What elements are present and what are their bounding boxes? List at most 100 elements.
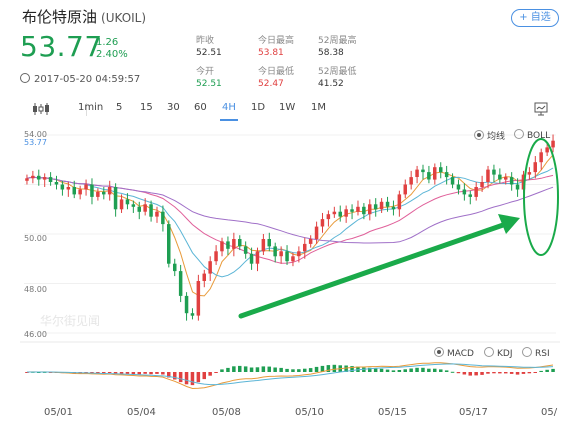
macd-bar [208, 372, 212, 376]
period-5[interactable]: 5 [116, 102, 123, 113]
candle-body [415, 169, 419, 177]
add-watchlist-button[interactable]: + 自选 [511, 9, 559, 27]
candle-body [238, 239, 242, 247]
candle-body [403, 184, 407, 195]
macd-bar [308, 368, 313, 372]
candle-body [243, 246, 248, 254]
y-tick-48: 48.00 [24, 285, 47, 294]
indicator-macd-option[interactable]: MACD [434, 347, 474, 359]
candle-body [350, 209, 354, 212]
candle-body [326, 214, 331, 220]
candle-body [96, 191, 100, 197]
candle-body [474, 187, 478, 197]
macd-bar [243, 366, 248, 372]
period-30[interactable]: 30 [167, 102, 180, 113]
candle-body [468, 194, 472, 197]
candle-body [433, 167, 437, 180]
macd-bar [350, 366, 354, 372]
period-1d[interactable]: 1D [251, 102, 266, 113]
candle-body [167, 224, 171, 264]
macd-bar [504, 372, 508, 374]
y-tick-50: 50.00 [24, 234, 47, 243]
macd-bar [521, 372, 526, 374]
x-label-0510: 05/10 [295, 407, 324, 418]
annotation-ellipse [523, 138, 559, 256]
macd-bar [344, 365, 348, 372]
macd-bar [249, 367, 254, 372]
candle-body [273, 246, 277, 257]
candle-body [249, 253, 254, 264]
candle-body [397, 194, 402, 210]
macd-bar [533, 372, 537, 373]
candle-body [551, 140, 555, 148]
period-60[interactable]: 60 [194, 102, 207, 113]
macd-bar [332, 364, 337, 372]
candle-body [439, 167, 443, 173]
macd-bar [421, 367, 425, 372]
candle-body [48, 177, 53, 182]
period-4h[interactable]: 4H [222, 102, 236, 113]
period-1min[interactable]: 1min [78, 102, 104, 113]
candle-body [102, 191, 106, 195]
candle-body [509, 177, 514, 185]
screen-icon[interactable] [534, 102, 548, 116]
ma-line-20 [26, 174, 554, 264]
candle-body [119, 199, 124, 210]
macd-bar [261, 366, 266, 372]
candle-body [90, 184, 94, 197]
stat-prev-close: 昨收 52.51 [196, 36, 222, 58]
macd-bar [356, 366, 360, 372]
macd-bar [545, 369, 549, 372]
candle-body [385, 201, 390, 207]
macd-bar [137, 372, 141, 375]
candle-body [267, 239, 271, 247]
macd-bar [285, 368, 289, 372]
macd-bar [326, 365, 331, 372]
candle-body [173, 263, 177, 272]
candle-body [226, 241, 230, 249]
candle-body [498, 174, 502, 180]
candle-body [125, 199, 130, 205]
candle-body [515, 184, 520, 190]
candle-body [137, 206, 141, 212]
period-toolbar: 1min 5 15 30 60 4H 1D 1W 1M [20, 98, 560, 122]
radio-rsi[interactable] [522, 347, 532, 357]
radio-ma[interactable] [474, 130, 484, 140]
candle-body [320, 219, 325, 227]
period-1m[interactable]: 1M [311, 102, 326, 113]
candle-body [202, 273, 206, 281]
indicator-kdj-option[interactable]: KDJ [484, 347, 513, 359]
macd-bar [96, 372, 100, 374]
macd-bar [119, 372, 124, 374]
period-1w[interactable]: 1W [279, 102, 296, 113]
overlay-boll-option[interactable]: BOLL [514, 129, 550, 141]
indicator-rsi-option[interactable]: RSI [522, 347, 550, 359]
macd-bar [480, 372, 484, 375]
candle-body [31, 175, 35, 179]
macd-bar [362, 367, 366, 372]
candle-body [178, 271, 183, 296]
candle-body [427, 172, 431, 180]
candle-body [332, 211, 337, 215]
candlestick-icon[interactable] [32, 102, 72, 116]
radio-kdj[interactable] [484, 347, 494, 357]
candle-body [60, 184, 65, 190]
macd-bar [279, 367, 283, 372]
period-15[interactable]: 15 [140, 102, 153, 113]
candle-body [279, 251, 283, 257]
candle-body [190, 313, 195, 316]
radio-macd[interactable] [434, 347, 444, 357]
macd-bar [107, 372, 112, 373]
candle-body [379, 201, 384, 210]
macd-bar [102, 372, 106, 374]
candle-body [308, 239, 313, 244]
stat-open: 今开 52.51 [196, 67, 222, 89]
candle-body [539, 152, 543, 163]
x-label-0515: 05/15 [378, 407, 407, 418]
radio-boll[interactable] [514, 129, 524, 139]
overlay-ma-option[interactable]: 均线 [474, 129, 505, 142]
macd-bar [403, 369, 407, 372]
candle-body [533, 162, 537, 173]
macd-bar [232, 366, 236, 372]
